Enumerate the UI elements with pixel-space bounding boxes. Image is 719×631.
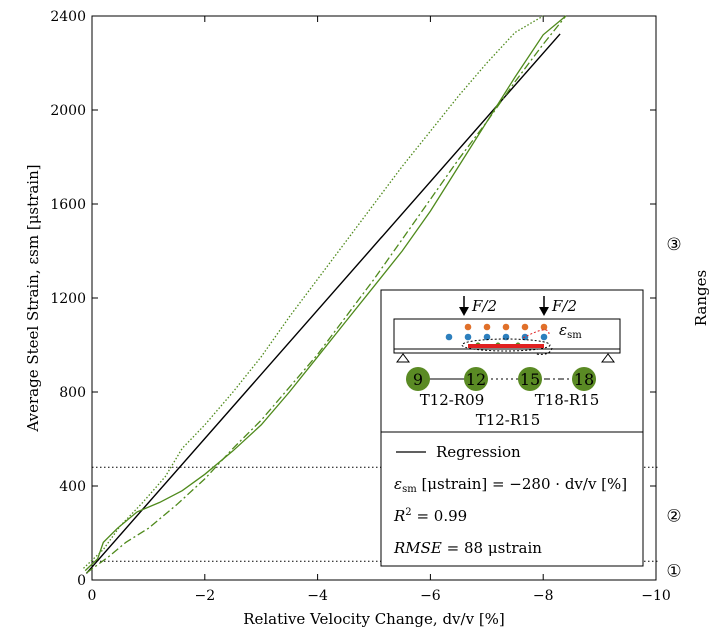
specimen-label-t12-r15: T12-R15 [476,411,541,429]
range-markers: ① ② ③ [666,235,681,582]
axis-ticks: 0 −2 −4 −6 −8 −10 0 400 800 1200 1600 2000 2400 [50,9,670,604]
bar-size-label-12: 12 [466,370,486,389]
y-tick-label: 2000 [50,103,86,119]
y-tick-label: 400 [59,479,86,495]
support-right-triangle [601,353,615,363]
x-tick-label: 0 [88,588,97,604]
load-arrowhead-left [459,307,469,316]
bar-size-label-18: 18 [574,370,594,389]
sensor-dots [445,323,548,348]
strain-symbol: εsm [559,321,582,341]
bar-size-node-12 [464,367,488,391]
bar-size-label-9: 9 [413,370,423,389]
range-marker-2: ② [666,506,681,526]
bar-size-nodes: 9 12 15 18 [406,367,596,391]
y-tick-label: 800 [59,385,86,401]
y-tick-label: 0 [77,573,86,589]
series-line-t12-r09 [84,15,567,572]
series-line-t12-r15 [83,15,544,569]
x-tick-label: −8 [533,588,554,604]
range-marker-1: ① [666,562,681,582]
load-arrowhead-right [539,307,549,316]
legend-rmse: RMSE = 88 μstrain [393,539,542,557]
sensor-dot-orange [464,323,472,331]
series-line-t18-r15 [86,15,567,574]
series-lines [83,15,567,574]
sensor-dot-orange [540,323,548,331]
sensor-dot-blue [445,333,453,341]
inset-schematic: F/2 F/2 εsm 9 12 15 18 T12-R09 T18-R15 T12-… [380,289,644,433]
x-tick-label: −10 [641,588,671,604]
y-axis-label: Average Steel Strain, εsm [μstrain] [24,164,42,432]
sensor-dot-blue [521,333,529,341]
support-left-triangle [396,353,410,363]
legend: Regression εsm [μstrain] = −280 · dv/v [… [380,431,644,567]
y-tick-label: 2400 [50,9,86,25]
y-tick-label: 1600 [50,197,86,213]
bar-size-node-9 [406,367,430,391]
load-label-right: F/2 [551,297,577,315]
strain-callout-arrow [522,329,550,339]
x-axis-label: Relative Velocity Change, dv/v [%] [243,610,505,628]
bar-size-node-15 [518,367,542,391]
x-tick-label: −2 [194,588,215,604]
sensor-dot-blue [540,333,548,341]
sensor-dot-orange [483,323,491,331]
legend-r-squared: R2 = 0.99 [393,507,467,525]
legend-equation: εsm [μstrain] = −280 · dv/v [%] [394,475,627,495]
specimen-label-t12-r09: T12-R09 [420,391,485,409]
ranges-axis-label: Ranges [692,270,710,326]
range-marker-3: ③ [666,235,681,255]
legend-regression-label: Regression [436,443,521,461]
specimen-label-t18-r15: T18-R15 [535,391,600,409]
series-line-regression [85,33,561,574]
sensor-dot-blue [464,333,472,341]
legend-frame [380,431,644,567]
y-tick-label: 1200 [50,291,86,307]
strain-arrow-to-ellipse [535,347,553,355]
sensor-dot-blue [483,333,491,341]
x-tick-label: −6 [420,588,441,604]
strain-region-ellipse [461,338,551,352]
sensor-dot-orange [502,323,510,331]
bar-size-node-18 [572,367,596,391]
inset-frame [380,289,644,433]
bar-size-label-15: 15 [520,370,540,389]
load-label-left: F/2 [471,297,497,315]
x-tick-label: −4 [307,588,328,604]
sensor-dot-orange [521,323,529,331]
